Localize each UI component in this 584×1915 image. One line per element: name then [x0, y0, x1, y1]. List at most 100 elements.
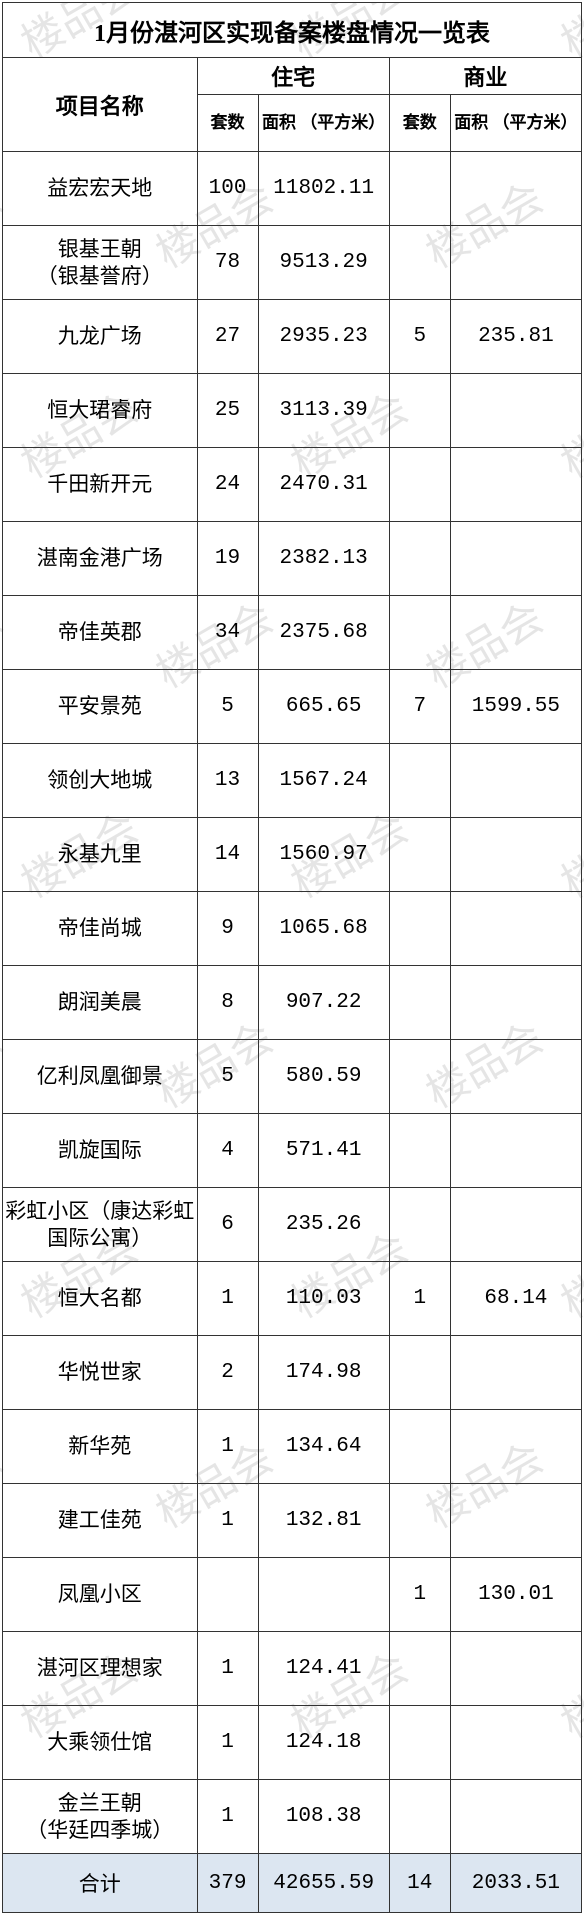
cell-res-area: 11802.11 — [258, 152, 389, 226]
table-row: 华悦世家2174.98 — [3, 1336, 582, 1410]
cell-res-count: 24 — [197, 448, 258, 522]
cell-com-area — [450, 1780, 581, 1854]
cell-res-count: 27 — [197, 300, 258, 374]
cell-res-count: 1 — [197, 1262, 258, 1336]
cell-project-name: 金兰王朝 （华廷四季城） — [3, 1780, 198, 1854]
cell-project-name: 帝佳英郡 — [3, 596, 198, 670]
cell-com-area — [450, 596, 581, 670]
cell-com-count — [389, 1410, 450, 1484]
cell-com-area — [450, 226, 581, 300]
cell-com-count — [389, 744, 450, 818]
cell-project-name: 新华苑 — [3, 1410, 198, 1484]
cell-project-name: 亿利凤凰御景 — [3, 1040, 198, 1114]
cell-project-name: 平安景苑 — [3, 670, 198, 744]
header-commercial: 商业 — [389, 58, 581, 95]
cell-res-count: 100 — [197, 152, 258, 226]
table-row: 领创大地城131567.24 — [3, 744, 582, 818]
cell-com-area: 235.81 — [450, 300, 581, 374]
cell-com-area — [450, 818, 581, 892]
cell-project-name: 大乘领仕馆 — [3, 1706, 198, 1780]
cell-res-count: 19 — [197, 522, 258, 596]
cell-com-count — [389, 1484, 450, 1558]
total-res-count: 379 — [197, 1854, 258, 1913]
records-table: 1月份湛河区实现备案楼盘情况一览表 项目名称 住宅 商业 套数 面积 （平方米）… — [2, 2, 582, 1913]
table-row: 平安景苑5665.6571599.55 — [3, 670, 582, 744]
cell-com-area — [450, 744, 581, 818]
cell-com-count: 7 — [389, 670, 450, 744]
cell-com-count — [389, 226, 450, 300]
total-label: 合计 — [3, 1854, 198, 1913]
cell-com-area — [450, 966, 581, 1040]
header-com-count: 套数 — [389, 95, 450, 152]
cell-com-area — [450, 1188, 581, 1262]
cell-com-area — [450, 1114, 581, 1188]
table-row: 新华苑1134.64 — [3, 1410, 582, 1484]
cell-res-area: 235.26 — [258, 1188, 389, 1262]
cell-res-count: 1 — [197, 1780, 258, 1854]
cell-res-area: 2382.13 — [258, 522, 389, 596]
cell-com-count — [389, 966, 450, 1040]
header-res-count: 套数 — [197, 95, 258, 152]
header-group-row: 项目名称 住宅 商业 — [3, 58, 582, 95]
table-row: 银基王朝 （银基誉府）789513.29 — [3, 226, 582, 300]
cell-res-count: 34 — [197, 596, 258, 670]
table-row: 帝佳英郡342375.68 — [3, 596, 582, 670]
cell-project-name: 湛河区理想家 — [3, 1632, 198, 1706]
cell-project-name: 银基王朝 （银基誉府） — [3, 226, 198, 300]
cell-project-name: 华悦世家 — [3, 1336, 198, 1410]
table-row: 恒大名都1110.03168.14 — [3, 1262, 582, 1336]
cell-res-area: 907.22 — [258, 966, 389, 1040]
cell-res-area: 108.38 — [258, 1780, 389, 1854]
cell-res-count: 8 — [197, 966, 258, 1040]
cell-com-count — [389, 374, 450, 448]
cell-res-area: 2375.68 — [258, 596, 389, 670]
cell-res-count: 14 — [197, 818, 258, 892]
cell-res-count: 78 — [197, 226, 258, 300]
cell-project-name: 凤凰小区 — [3, 1558, 198, 1632]
cell-res-count: 9 — [197, 892, 258, 966]
cell-project-name: 帝佳尚城 — [3, 892, 198, 966]
cell-res-area: 132.81 — [258, 1484, 389, 1558]
table-row: 凯旋国际4571.41 — [3, 1114, 582, 1188]
table-row: 建工佳苑1132.81 — [3, 1484, 582, 1558]
cell-project-name: 九龙广场 — [3, 300, 198, 374]
table-row: 金兰王朝 （华廷四季城）1108.38 — [3, 1780, 582, 1854]
cell-res-count: 5 — [197, 1040, 258, 1114]
cell-res-count: 1 — [197, 1632, 258, 1706]
cell-res-area: 174.98 — [258, 1336, 389, 1410]
table-row: 九龙广场272935.235235.81 — [3, 300, 582, 374]
cell-com-count — [389, 1114, 450, 1188]
cell-project-name: 湛南金港广场 — [3, 522, 198, 596]
cell-res-area: 2470.31 — [258, 448, 389, 522]
cell-res-count: 1 — [197, 1706, 258, 1780]
header-residential: 住宅 — [197, 58, 389, 95]
cell-project-name: 凯旋国际 — [3, 1114, 198, 1188]
total-row-body: 合计 379 42655.59 14 2033.51 — [3, 1854, 582, 1913]
cell-res-area: 1560.97 — [258, 818, 389, 892]
cell-com-area — [450, 1336, 581, 1410]
cell-res-area: 9513.29 — [258, 226, 389, 300]
cell-res-area: 2935.23 — [258, 300, 389, 374]
cell-com-count — [389, 1336, 450, 1410]
cell-com-count — [389, 1706, 450, 1780]
cell-res-area: 1065.68 — [258, 892, 389, 966]
cell-com-area — [450, 448, 581, 522]
cell-res-area: 580.59 — [258, 1040, 389, 1114]
table-row: 朗润美晨8907.22 — [3, 966, 582, 1040]
cell-res-count: 4 — [197, 1114, 258, 1188]
cell-com-count: 5 — [389, 300, 450, 374]
table-row: 帝佳尚城91065.68 — [3, 892, 582, 966]
cell-res-area: 1567.24 — [258, 744, 389, 818]
cell-res-count: 6 — [197, 1188, 258, 1262]
table-title: 1月份湛河区实现备案楼盘情况一览表 — [3, 3, 582, 58]
cell-res-count — [197, 1558, 258, 1632]
cell-res-area — [258, 1558, 389, 1632]
cell-com-count — [389, 1632, 450, 1706]
title-row: 1月份湛河区实现备案楼盘情况一览表 — [3, 3, 582, 58]
total-com-area: 2033.51 — [450, 1854, 581, 1913]
table-row: 湛南金港广场192382.13 — [3, 522, 582, 596]
cell-com-area: 130.01 — [450, 1558, 581, 1632]
cell-res-area: 110.03 — [258, 1262, 389, 1336]
cell-com-area: 68.14 — [450, 1262, 581, 1336]
cell-com-area — [450, 1410, 581, 1484]
